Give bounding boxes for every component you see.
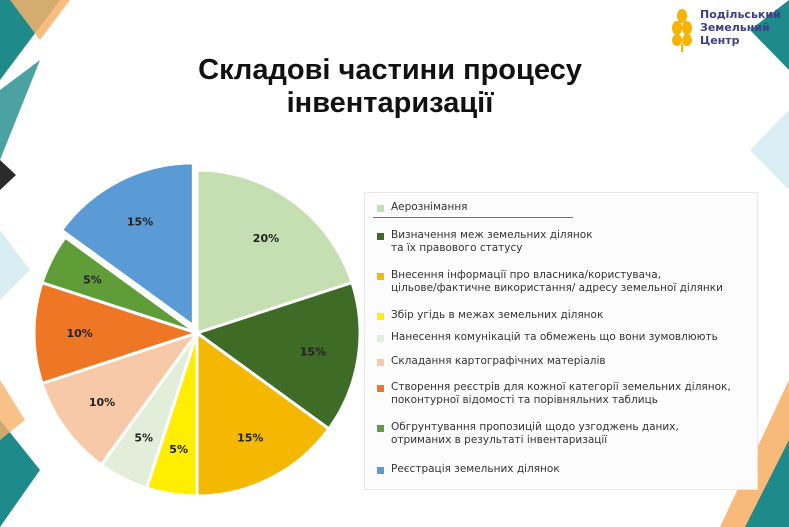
pie-slice-label-1: 20%: [253, 232, 279, 245]
pie-slice-1: [195, 168, 354, 336]
legend-item-6: Складання картографічних матеріалів: [377, 355, 606, 368]
logo-wheat-icon: [672, 9, 692, 52]
legend-item-7: Створення реєстрів для кожної категорії …: [377, 381, 731, 407]
pie-slice-label-4: 5%: [169, 443, 188, 456]
logo-text-line-3: Центр: [700, 34, 740, 47]
legend-item-5: Нанесення комунікацій та обмежень що вон…: [377, 331, 718, 344]
deco-triangle-right-light: [750, 110, 789, 190]
legend-label-2: Визначення меж земельних ділянок та їх п…: [391, 229, 593, 254]
deco-triangle-left-light: [0, 230, 30, 300]
legend-swatch-9: [377, 467, 384, 474]
legend-label-5: Нанесення комунікацій та обмежень що вон…: [391, 331, 718, 343]
pie-slice-label-9: 15%: [127, 215, 153, 228]
pie-slice-label-6: 10%: [89, 396, 115, 409]
legend-item-8: Обгрунтування пропозицій щодо узгоджень …: [377, 421, 679, 447]
logo-text-line-1: Подільський: [700, 8, 781, 21]
legend-swatch-3: [377, 273, 384, 280]
deco-triangle-left: [0, 60, 40, 160]
legend-item-9: Реєстрація земельних ділянок: [377, 463, 560, 476]
pie-slice-8: [40, 235, 198, 335]
deco-triangle-left-dark: [0, 160, 16, 190]
chart-legend: Аерознімання Визначення меж земельних діл…: [364, 192, 758, 490]
pie-slice-2: [193, 280, 362, 431]
legend-item-1: Аерознімання: [377, 201, 468, 214]
pie-slice-6: [40, 330, 201, 467]
pie-slice-3: [195, 330, 331, 498]
legend-item-4: Збір угідь в межах земельних ділянок: [377, 309, 603, 322]
legend-label-3: Внесення інформації про власника/користу…: [391, 269, 723, 294]
deco-triangle-left-bottom-2: [0, 380, 25, 440]
legend-separator: [373, 217, 573, 218]
legend-label-7: Створення реєстрів для кожної категорії …: [391, 381, 731, 406]
logo-text-line-2: Земельний: [700, 21, 770, 34]
pie-slice-7: [32, 280, 202, 386]
deco-triangle-right-bottom-2: [745, 440, 789, 527]
legend-label-4: Збір угідь в межах земельних ділянок: [391, 309, 604, 321]
logo-text: Подільський Земельний Центр: [700, 8, 781, 47]
legend-item-3: Внесення інформації про власника/користу…: [377, 269, 723, 295]
page-title: Складові частини процесу інвентаризації: [150, 54, 630, 120]
pie-slice-label-7: 10%: [66, 327, 92, 340]
legend-swatch-5: [377, 335, 384, 342]
deco-triangle-right-top: [750, 0, 789, 70]
pie-slice-label-8: 5%: [83, 274, 102, 287]
legend-label-9: Реєстрація земельних ділянок: [391, 463, 560, 475]
legend-label-1: Аерознімання: [391, 201, 468, 213]
deco-triangle-left-bottom: [0, 420, 40, 527]
legend-label-6: Складання картографічних матеріалів: [391, 355, 606, 367]
legend-swatch-6: [377, 359, 384, 366]
page-title-line-1: Складові частини процесу: [198, 54, 582, 86]
legend-swatch-4: [377, 313, 384, 320]
page-title-line-2: інвентаризації: [286, 87, 494, 119]
pie-slice-label-5: 5%: [134, 432, 153, 445]
legend-item-2: Визначення меж земельних ділянок та їх п…: [377, 229, 593, 255]
legend-swatch-7: [377, 385, 384, 392]
legend-label-8: Обгрунтування пропозицій щодо узгоджень …: [391, 421, 679, 446]
pie-slice-9: [59, 161, 195, 329]
legend-swatch-8: [377, 425, 384, 432]
pie-slice-label-2: 15%: [300, 345, 326, 358]
deco-triangle-top-left-2: [10, 0, 70, 40]
legend-swatch-2: [377, 233, 384, 240]
legend-swatch-1: [377, 205, 384, 212]
pie-slice-label-3: 15%: [237, 432, 263, 445]
